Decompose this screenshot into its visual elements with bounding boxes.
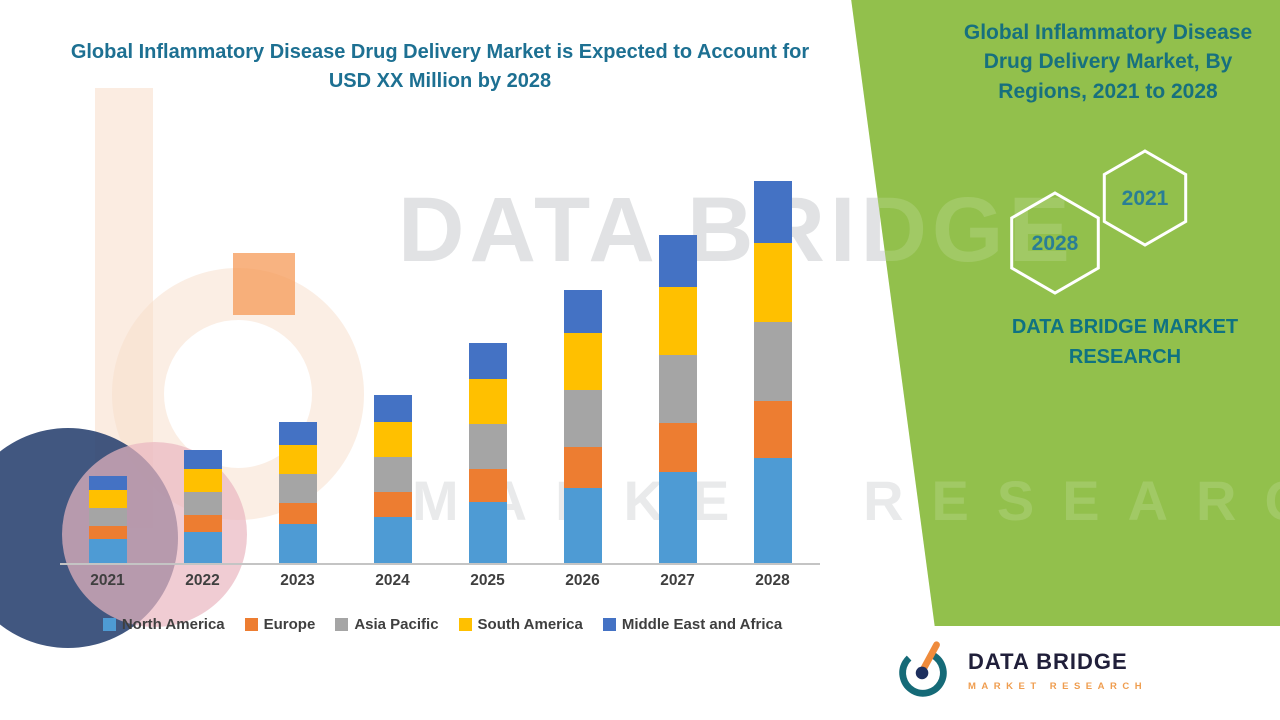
x-axis-label-2028: 2028 — [755, 572, 790, 589]
x-axis-label-2025: 2025 — [470, 572, 505, 589]
x-axis-label-2027: 2027 — [660, 572, 695, 589]
bar-segment-2022-north-america — [183, 532, 222, 563]
bar-segment-2022-south-america — [183, 469, 222, 492]
bar-segment-2021-asia-pacific — [88, 508, 127, 526]
company-name: DATA BRIDGE MARKET RESEARCH — [1011, 316, 1239, 368]
bar-segment-2026-north-america — [563, 488, 602, 563]
bar-segment-2028-middle-east-and-africa — [753, 181, 792, 243]
bar-segment-2027-middle-east-and-africa — [658, 235, 697, 287]
panel-title: Global Inflammatory Disease Drug Deliver… — [963, 21, 1253, 103]
x-axis-label-2024: 2024 — [375, 572, 410, 589]
hexagon-2028-label: 2028 — [1032, 232, 1079, 255]
legend-label: Middle East and Africa — [621, 616, 783, 633]
bar-segment-2024-north-america — [373, 517, 412, 563]
bar-2026 — [535, 165, 630, 563]
legend-item-asia-pacific: Asia Pacific — [335, 616, 439, 633]
legend-swatch — [244, 618, 258, 631]
bar-segment-2025-south-america — [468, 379, 507, 424]
legend-swatch — [458, 618, 472, 631]
brand-tagline: MARKET RESEARCH — [968, 680, 1148, 692]
bar-segment-2023-south-america — [278, 445, 317, 474]
x-axis-label-2022: 2022 — [185, 572, 220, 589]
legend-item-middle-east-and-africa: Middle East and Africa — [602, 616, 783, 633]
bar-segment-2027-asia-pacific — [658, 355, 697, 423]
bar-segment-2028-south-america — [753, 243, 792, 322]
bar-segment-2028-north-america — [753, 458, 792, 563]
bar-segment-2023-asia-pacific — [278, 474, 317, 503]
bar-2022 — [155, 165, 250, 563]
panel-watermark-tagline: MARKET RESEARCH — [412, 469, 1280, 532]
hexagon-2021 — [1102, 149, 1188, 247]
legend-label: South America — [477, 616, 583, 633]
legend-item-north-america: North America — [102, 616, 225, 633]
bar-2028 — [725, 165, 820, 563]
bar-segment-2022-europe — [183, 515, 222, 532]
bar-segment-2025-middle-east-and-africa — [468, 343, 507, 379]
year-hexagons: 2028 2021 — [1010, 149, 1188, 295]
legend-item-south-america: South America — [458, 616, 583, 633]
bar-segment-2024-asia-pacific — [373, 457, 412, 492]
bar-segment-2023-north-america — [278, 524, 317, 563]
chart-title: Global Inflammatory Disease Drug Deliver… — [70, 41, 810, 92]
bar-2021 — [60, 165, 155, 563]
bar-segment-2026-south-america — [563, 333, 602, 390]
legend-swatch — [335, 618, 349, 631]
bar-segment-2021-europe — [88, 526, 127, 539]
bar-segment-2021-middle-east-and-africa — [88, 476, 127, 490]
bar-2024 — [345, 165, 440, 563]
legend-label: Europe — [263, 616, 316, 633]
bar-segment-2021-south-america — [88, 490, 127, 508]
bar-segment-2023-europe — [278, 503, 317, 524]
bar-segment-2027-north-america — [658, 472, 697, 563]
bar-segment-2026-middle-east-and-africa — [563, 290, 602, 333]
bar-segment-2027-south-america — [658, 287, 697, 355]
bar-segment-2022-asia-pacific — [183, 492, 222, 515]
bar-segment-2021-north-america — [88, 539, 127, 563]
bar-segment-2025-europe — [468, 469, 507, 502]
legend-swatch — [602, 618, 616, 631]
bar-segment-2026-asia-pacific — [563, 390, 602, 447]
legend-label: North America — [121, 616, 225, 633]
legend-swatch — [102, 618, 116, 631]
bar-segment-2028-asia-pacific — [753, 322, 792, 401]
bar-segment-2025-asia-pacific — [468, 424, 507, 469]
x-axis-label-2026: 2026 — [565, 572, 600, 589]
bar-segment-2028-europe — [753, 401, 792, 458]
bar-segment-2026-europe — [563, 447, 602, 488]
data-bridge-logo-icon — [899, 641, 947, 697]
bar-segment-2024-middle-east-and-africa — [373, 395, 412, 422]
footer-brand-block: DATA BRIDGE MARKET RESEARCH — [858, 626, 1280, 720]
x-axis-label-2021: 2021 — [90, 572, 125, 589]
plot-area — [60, 165, 820, 565]
x-axis: 2021 2022 2023 2024 2025 2026 2027 2028 — [60, 572, 820, 590]
bar-segment-2023-middle-east-and-africa — [278, 422, 317, 445]
bar-2023 — [250, 165, 345, 563]
legend-label: Asia Pacific — [354, 616, 439, 633]
background-logo-square — [233, 253, 295, 315]
brand-name: DATA BRIDGE — [968, 648, 1128, 674]
bar-segment-2022-middle-east-and-africa — [183, 450, 222, 469]
bar-segment-2024-south-america — [373, 422, 412, 457]
legend-item-europe: Europe — [244, 616, 316, 633]
hexagon-2028 — [1010, 191, 1100, 295]
hexagon-2021-label: 2021 — [1122, 187, 1169, 210]
bar-2025 — [440, 165, 535, 563]
bar-segment-2027-europe — [658, 423, 697, 472]
panel-watermark-brand: DATA BRIDGE — [398, 179, 1075, 281]
bar-2027 — [630, 165, 725, 563]
legend: North America Europe Asia Pacific South Ame… — [55, 616, 830, 633]
bar-segment-2025-north-america — [468, 502, 507, 563]
bar-segment-2024-europe — [373, 492, 412, 517]
x-axis-label-2023: 2023 — [280, 572, 315, 589]
